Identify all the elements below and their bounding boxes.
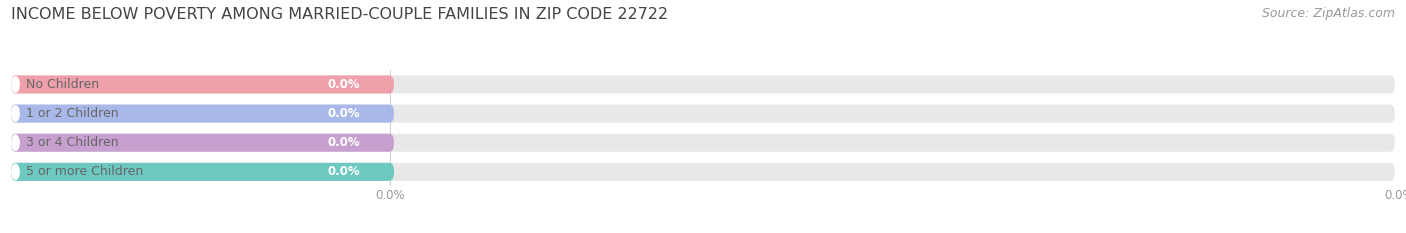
Text: 0.0%: 0.0%	[328, 78, 360, 91]
FancyBboxPatch shape	[11, 105, 1395, 123]
FancyBboxPatch shape	[11, 134, 1395, 152]
Text: 0.0%: 0.0%	[328, 136, 360, 149]
Text: No Children: No Children	[27, 78, 100, 91]
Text: 1 or 2 Children: 1 or 2 Children	[27, 107, 118, 120]
Text: INCOME BELOW POVERTY AMONG MARRIED-COUPLE FAMILIES IN ZIP CODE 22722: INCOME BELOW POVERTY AMONG MARRIED-COUPL…	[11, 7, 668, 22]
FancyBboxPatch shape	[11, 105, 394, 123]
Text: 5 or more Children: 5 or more Children	[27, 165, 143, 178]
Text: 0.0%: 0.0%	[328, 107, 360, 120]
FancyBboxPatch shape	[11, 163, 394, 181]
Text: Source: ZipAtlas.com: Source: ZipAtlas.com	[1261, 7, 1395, 20]
Text: 0.0%: 0.0%	[328, 165, 360, 178]
Text: 3 or 4 Children: 3 or 4 Children	[27, 136, 118, 149]
Circle shape	[11, 135, 20, 150]
Circle shape	[11, 164, 20, 179]
FancyBboxPatch shape	[11, 134, 394, 152]
FancyBboxPatch shape	[11, 163, 1395, 181]
FancyBboxPatch shape	[11, 75, 1395, 93]
FancyBboxPatch shape	[11, 75, 394, 93]
Circle shape	[11, 77, 20, 92]
Circle shape	[11, 106, 20, 121]
